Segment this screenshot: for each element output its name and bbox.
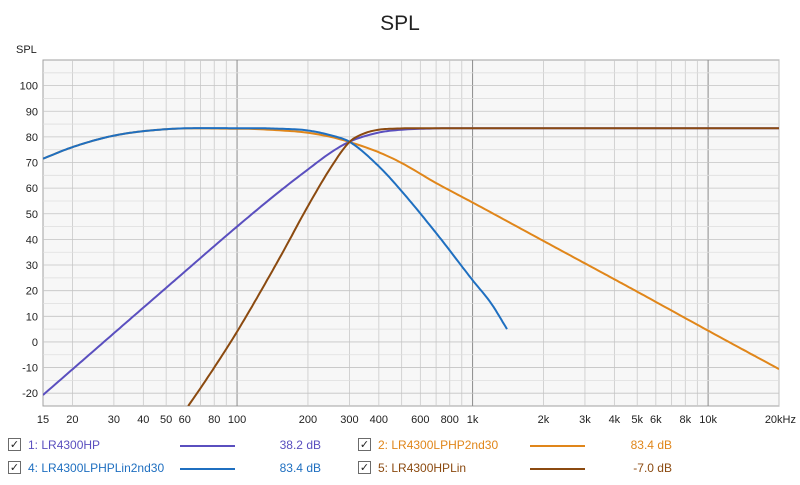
x-tick-label: 1k [467, 414, 479, 426]
grid-layer [43, 60, 780, 406]
legend-item-5[interactable]: ✓ 5: LR4300HPLin -7.0 dB [358, 459, 778, 481]
x-tick-label: 40 [137, 414, 149, 426]
y-tick-label: 50 [26, 209, 38, 221]
x-tick-label: 6k [650, 414, 662, 426]
x-tick-label: 60 [179, 414, 191, 426]
y-tick-label: -10 [22, 363, 38, 375]
x-tick-label: 600 [411, 414, 429, 426]
tick-layer: -20 -10 0 10 20 30 40 50 60 70 80 90 100 15 20 30 40 50 60… [20, 81, 796, 426]
legend-value: 83.4 dB [630, 438, 672, 452]
x-tick-label: 20 [66, 414, 78, 426]
checkbox-icon[interactable]: ✓ [358, 461, 371, 474]
plot-area [42, 59, 780, 407]
series-line-3 [43, 127, 508, 330]
x-tick-label: 80 [208, 414, 220, 426]
x-tick-label: 100 [228, 414, 246, 426]
chart-title: SPL [380, 12, 420, 35]
series-line-4 [187, 127, 779, 406]
x-tick-label: 15 [37, 414, 49, 426]
x-tick-label: 5k [631, 414, 643, 426]
legend-value: 38.2 dB [279, 438, 321, 452]
legend-label: 1: LR4300HP [28, 438, 101, 452]
legend-label: 5: LR4300HPLin [378, 461, 467, 475]
legend-item-2[interactable]: ✓ 2: LR4300LPHP2nd30 83.4 dB [358, 436, 778, 458]
y-tick-label: 10 [26, 311, 38, 323]
x-tick-label: 200 [299, 414, 317, 426]
y-tick-label: 60 [26, 183, 38, 195]
y-tick-label: 20 [26, 286, 38, 298]
legend-swatch [530, 468, 585, 470]
legend-item-1[interactable]: ✓ 1: LR4300HP 38.2 dB [8, 436, 358, 458]
x-tick-label: 3k [579, 414, 591, 426]
y-tick-label: 80 [26, 132, 38, 144]
y-tick-label: 30 [26, 260, 38, 272]
legend-swatch [180, 468, 235, 470]
y-tick-label: 70 [26, 158, 38, 170]
x-tick-label: 30 [108, 414, 120, 426]
x-tick-label: 50 [160, 414, 172, 426]
y-tick-label: 40 [26, 234, 38, 246]
legend-value: 83.4 dB [279, 461, 321, 475]
y-tick-label: -20 [22, 388, 38, 400]
x-tick-label: 300 [340, 414, 358, 426]
legend-swatch [180, 445, 235, 447]
checkbox-icon[interactable]: ✓ [8, 438, 21, 451]
x-tick-label: 10k [699, 414, 717, 426]
legend-swatch [530, 445, 585, 447]
y-tick-label: 0 [32, 337, 38, 349]
legend-label: 2: LR4300LPHP2nd30 [378, 438, 499, 452]
spl-chart: SPL SPL -20 -10 0 10 20 30 40 50 60 70 80 90 100 15 20… [16, 12, 796, 426]
legend-label: 4: LR4300LPHPLin2nd30 [28, 461, 165, 475]
legend-value: -7.0 dB [633, 461, 672, 475]
x-tick-label: 20kHz [765, 414, 796, 426]
legend: ✓ 1: LR4300HP 38.2 dB ✓ 2: LR4300LPHP2nd… [0, 430, 800, 485]
legend-item-4[interactable]: ✓ 4: LR4300LPHPLin2nd30 83.4 dB [8, 459, 358, 481]
y-tick-label: 100 [20, 81, 38, 93]
y-axis-label: SPL [16, 44, 37, 56]
x-tick-label: 4k [609, 414, 621, 426]
checkbox-icon[interactable]: ✓ [8, 461, 21, 474]
checkbox-icon[interactable]: ✓ [358, 438, 371, 451]
y-tick-label: 90 [26, 106, 38, 118]
x-tick-label: 800 [441, 414, 459, 426]
series-layer [43, 127, 779, 406]
x-tick-label: 8k [679, 414, 691, 426]
x-tick-label: 400 [370, 414, 388, 426]
x-tick-label: 2k [538, 414, 550, 426]
